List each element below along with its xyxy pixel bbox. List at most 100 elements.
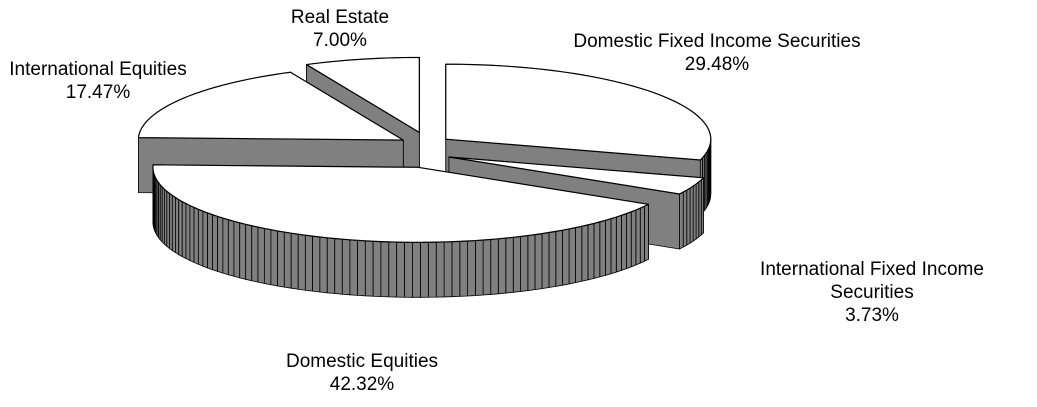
slice-side [227, 219, 235, 277]
slice-side [372, 240, 382, 297]
slice-side [326, 237, 336, 294]
slice-top [152, 164, 650, 243]
category-label: International Fixed Income Securities [760, 259, 984, 303]
slice-side [277, 230, 285, 288]
slice-side [562, 228, 570, 286]
slice-side [283, 231, 292, 289]
slice-side [497, 237, 507, 295]
slice-side [630, 209, 637, 268]
slice-side [257, 226, 265, 284]
slice-side [621, 213, 627, 271]
slice-side [349, 239, 358, 296]
slice-side [692, 183, 697, 242]
slice-side [512, 236, 521, 293]
slice-side [189, 205, 195, 263]
slice-side [605, 218, 612, 276]
slice-side [615, 214, 622, 273]
slice-side [364, 240, 374, 297]
slice-side [185, 203, 191, 261]
slice-side [541, 232, 550, 289]
slice-side [412, 241, 421, 298]
value-label: 29.48% [684, 54, 750, 75]
slice-side [380, 241, 390, 298]
pie-slice [152, 164, 650, 298]
slice-side [474, 239, 484, 296]
slice-side [695, 181, 700, 240]
slice-side [312, 235, 321, 293]
slice-side [212, 214, 219, 272]
slice-side [263, 228, 272, 286]
slice-side [304, 234, 313, 292]
slice-side [443, 241, 453, 298]
slice-top [445, 63, 712, 161]
slice-label: Domestic Fixed Income Securities 29.48% [573, 30, 860, 76]
slice-top [448, 156, 705, 195]
slice-side [686, 187, 691, 246]
slice-side [222, 217, 229, 276]
slice-side [357, 239, 366, 297]
slice-side [520, 235, 529, 292]
value-label: 3.73% [845, 305, 899, 326]
slice-side [341, 238, 351, 296]
slice-side [245, 223, 253, 282]
slice-side [555, 229, 563, 287]
value-label: 42.32% [329, 374, 395, 395]
slice-side [435, 241, 445, 298]
slice-side [639, 205, 645, 264]
slice-side [197, 208, 204, 267]
slice-label: Real Estate 7.00% [291, 6, 389, 52]
slice-side [505, 236, 514, 294]
slice-side [575, 225, 583, 284]
slice-side [217, 216, 224, 274]
slice-side [427, 241, 437, 298]
slice-side [270, 229, 278, 287]
slice-side [175, 197, 180, 255]
slice-side [193, 207, 199, 265]
slice-side [239, 222, 247, 280]
slice-side [581, 224, 589, 282]
slice-side [404, 241, 413, 298]
slice-side [388, 241, 398, 298]
slice-label: International Equities 17.47% [9, 58, 186, 104]
slice-side [587, 222, 595, 281]
slice-side [207, 212, 213, 271]
slice-side [682, 189, 688, 248]
value-label: 17.47% [65, 82, 131, 103]
slice-side [467, 240, 476, 297]
slice-side [202, 210, 209, 269]
slice-side [568, 227, 576, 285]
slice-side [599, 219, 606, 278]
slice-side [396, 241, 405, 298]
slice-side [178, 199, 183, 257]
slice-side [171, 195, 176, 253]
slice-side [169, 193, 173, 251]
slice-side [490, 238, 499, 295]
slice-side [534, 233, 543, 291]
slice-side [290, 232, 299, 290]
category-label: Real Estate [290, 7, 390, 28]
slice-side [644, 203, 649, 262]
slice-label: International Fixed Income Securities 3.7… [727, 258, 1017, 327]
slice-label: Domestic Equities 42.32% [286, 350, 438, 396]
slice-side [482, 239, 492, 296]
slice-side [548, 230, 557, 288]
category-label: Domestic Equities [285, 351, 439, 372]
slice-side [593, 221, 601, 279]
slice-side [689, 185, 694, 244]
value-label: 7.00% [313, 30, 367, 51]
slice-side [626, 211, 632, 270]
slice-side [233, 220, 241, 279]
category-label: Domestic Fixed Income Securities [573, 31, 861, 52]
slice-side [251, 225, 259, 283]
slice-side [420, 241, 429, 298]
slice-side [451, 240, 461, 298]
slice-side [610, 216, 617, 275]
slice-side [319, 236, 328, 294]
slice-side [679, 191, 684, 250]
slice-top [137, 71, 404, 141]
slice-side [181, 201, 187, 259]
slice-side [459, 240, 469, 297]
slice-side [635, 207, 641, 266]
